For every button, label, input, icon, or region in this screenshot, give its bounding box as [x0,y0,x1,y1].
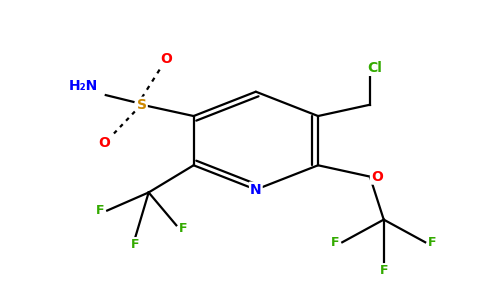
Text: F: F [428,236,437,249]
Text: O: O [371,169,383,184]
Text: F: F [131,238,139,251]
Text: S: S [137,98,147,112]
Text: O: O [160,52,172,66]
Text: F: F [96,204,105,217]
Text: F: F [331,236,340,249]
Text: F: F [179,222,187,235]
Text: F: F [379,264,388,277]
Text: O: O [98,136,110,150]
Text: H₂N: H₂N [68,79,98,93]
Text: Cl: Cl [367,61,382,75]
Text: N: N [250,183,262,196]
